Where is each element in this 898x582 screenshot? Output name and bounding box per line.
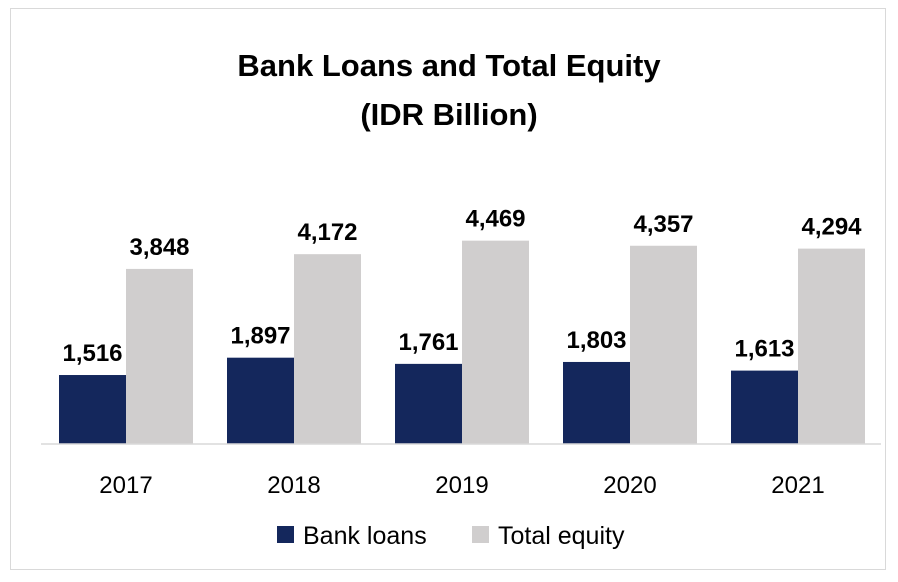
- x-tick-2021: 2021: [771, 472, 824, 499]
- data-label-total-equity-2018: 4,172: [297, 219, 357, 246]
- data-label-total-equity-2020: 4,357: [633, 211, 693, 238]
- bar-bank-loans-2017: [59, 375, 126, 444]
- chart-frame: Bank Loans and Total Equity (IDR Billion…: [10, 8, 886, 570]
- x-tick-2017: 2017: [99, 472, 152, 499]
- legend-swatch-total-equity: [472, 526, 489, 543]
- x-tick-2018: 2018: [267, 472, 320, 499]
- legend-label-total-equity: Total equity: [498, 522, 625, 550]
- legend-label-bank-loans: Bank loans: [303, 522, 427, 550]
- data-label-bank-loans-2020: 1,803: [566, 327, 626, 354]
- chart-title: Bank Loans and Total Equity: [237, 48, 661, 83]
- bar-total-equity-2019: [462, 240, 529, 444]
- data-label-bank-loans-2017: 1,516: [62, 340, 122, 367]
- bar-bank-loans-2018: [227, 357, 294, 444]
- bar-bank-loans-2020: [563, 361, 630, 444]
- legend-swatch-bank-loans: [277, 526, 294, 543]
- bar-bank-loans-2019: [395, 363, 462, 444]
- data-label-total-equity-2021: 4,294: [801, 214, 862, 241]
- legend: Bank loans Total equity: [277, 522, 625, 550]
- data-label-total-equity-2019: 4,469: [465, 206, 525, 233]
- data-label-total-equity-2017: 3,848: [129, 234, 189, 261]
- data-label-bank-loans-2021: 1,613: [734, 336, 794, 363]
- data-label-bank-loans-2019: 1,761: [398, 329, 458, 356]
- bar-chart: Bank Loans and Total Equity (IDR Billion…: [41, 48, 881, 550]
- bar-total-equity-2017: [126, 268, 193, 444]
- x-tick-2019: 2019: [435, 472, 488, 499]
- bars-layer: 1,516 3,848 1,897 4,172 1,761 4,469 1,803 4,357…: [59, 206, 865, 444]
- bar-total-equity-2018: [294, 254, 361, 444]
- bar-total-equity-2020: [630, 245, 697, 444]
- x-tick-labels: 2017 2018 2019 2020 2021: [99, 472, 824, 499]
- x-tick-2020: 2020: [603, 472, 656, 499]
- bar-total-equity-2021: [798, 248, 865, 444]
- bar-bank-loans-2021: [731, 370, 798, 444]
- data-label-bank-loans-2018: 1,897: [230, 323, 290, 350]
- chart-subtitle: (IDR Billion): [360, 97, 537, 132]
